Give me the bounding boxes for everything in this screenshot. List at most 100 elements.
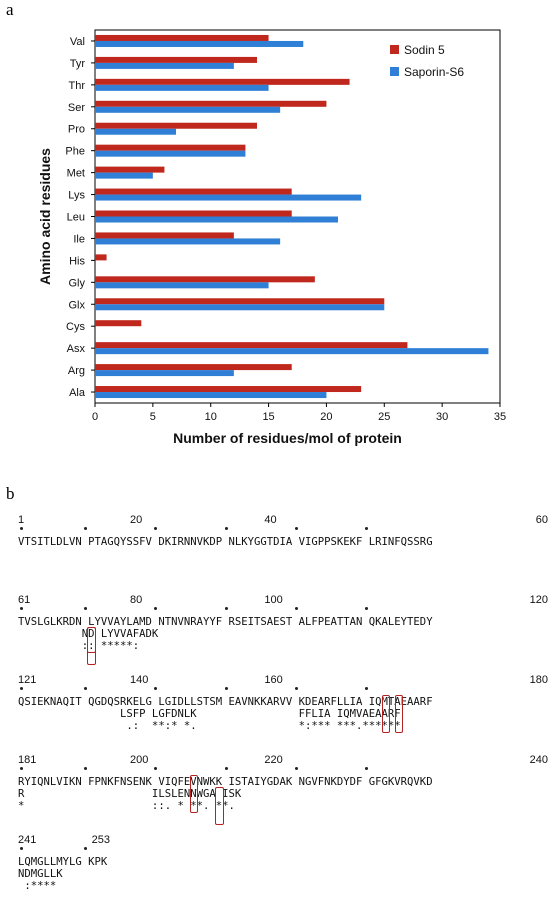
y-axis-title: Amino acid residues: [37, 148, 53, 285]
bar-sodin-5: [95, 144, 246, 151]
bar-saporin-s6: [95, 216, 338, 223]
sodin-sequence-line: RYIQNLVIKN FPNKFNSENK VIQFEVNWKK ISTAIYG…: [18, 776, 433, 788]
residue-number: 80: [130, 594, 143, 606]
bar-sodin-5: [95, 122, 257, 129]
sequence-block: 241 253 LQMGLLMYLG KPK NDMGLLK :****: [18, 834, 548, 892]
position-marker: [224, 767, 228, 770]
position-marker: [19, 767, 23, 770]
position-marker: [365, 687, 369, 690]
residue-number: 240: [529, 754, 548, 766]
bar-saporin-s6: [95, 370, 234, 377]
bar-sodin-5: [95, 166, 165, 173]
y-tick-label: Cys: [66, 321, 85, 333]
x-tick-label: 5: [150, 411, 156, 423]
position-marker: [224, 527, 228, 530]
position-marker: [83, 767, 87, 770]
residue-number: 40: [264, 514, 277, 526]
legend-swatch: [390, 45, 399, 54]
x-tick-label: 15: [262, 411, 274, 423]
sodin-sequence-line: TVSLGLKRDN LYVVAYLAMD NTNVNRAYYF RSEITSA…: [18, 616, 433, 628]
highlight-box: [189, 775, 199, 813]
residue-number: 140: [130, 674, 149, 686]
y-tick-label: His: [69, 255, 85, 267]
x-tick-label: 10: [205, 411, 217, 423]
legend-label: Saporin-S6: [404, 65, 464, 79]
highlight-box: [87, 627, 96, 653]
y-tick-label: Ile: [73, 233, 85, 245]
position-marker: [19, 527, 23, 530]
residue-number: 120: [529, 594, 548, 606]
y-tick-label: Phe: [65, 146, 85, 158]
residue-number: 200: [130, 754, 149, 766]
bar-saporin-s6: [95, 150, 246, 157]
sodin-sequence-line: LQMGLLMYLG KPK: [18, 856, 108, 868]
bar-saporin-s6: [95, 348, 489, 355]
y-tick-label: Ala: [69, 387, 86, 399]
conservation-line: :****: [18, 880, 57, 892]
bar-sodin-5: [95, 78, 350, 85]
position-marker: [294, 687, 298, 690]
bar-sodin-5: [95, 100, 327, 107]
y-tick-label: Gly: [69, 277, 86, 289]
bar-sodin-5: [95, 56, 257, 63]
y-tick-label: Leu: [67, 212, 85, 224]
x-axis-title: Number of residues/mol of protein: [173, 430, 402, 446]
y-tick-label: Met: [67, 168, 85, 180]
bar-saporin-s6: [95, 194, 362, 201]
position-marker: [83, 607, 87, 610]
residue-number: 180: [529, 674, 548, 686]
position-marker: [224, 607, 228, 610]
position-marker: [83, 847, 87, 850]
bar-saporin-s6: [95, 392, 327, 399]
residue-number: 60: [535, 514, 548, 526]
conservation-line: * ::. * **. **.: [18, 800, 235, 812]
bar-sodin-5: [95, 342, 408, 349]
conservation-line: :: *****:: [18, 640, 140, 652]
bar-saporin-s6: [95, 84, 269, 91]
bar-sodin-5: [95, 386, 362, 393]
bar-saporin-s6: [95, 172, 153, 179]
position-marker: [154, 607, 158, 610]
bar-saporin-s6: [95, 128, 176, 135]
residue-number: 61: [18, 594, 31, 606]
residue-number-row: 241 253: [18, 834, 548, 850]
position-marker: [294, 607, 298, 610]
sodin-sequence-line: QSIEKNAQIT QGDQSRKELG LGIDLLSTSM EAVNKKA…: [18, 696, 433, 708]
bar-saporin-s6: [95, 304, 385, 311]
bar-sodin-5: [95, 298, 385, 305]
bar-sodin-5: [95, 188, 292, 195]
x-tick-label: 35: [494, 411, 506, 423]
bar-saporin-s6: [95, 106, 281, 113]
residue-number: 1: [18, 514, 25, 526]
legend-label: Sodin 5: [404, 43, 445, 57]
residue-number: 160: [264, 674, 283, 686]
sequence-block: 61 80 100 120 TVSLGLKRDN LYVVAYLAMD NTNVNRAY…: [18, 594, 548, 674]
y-tick-label: Asx: [67, 343, 86, 355]
conservation-line: .: **:* *. *:*** ***.******: [18, 720, 401, 732]
residue-number: 220: [264, 754, 283, 766]
x-tick-label: 30: [436, 411, 448, 423]
residue-number: 241: [18, 834, 37, 846]
residue-number: 100: [264, 594, 283, 606]
position-marker: [154, 687, 158, 690]
bar-sodin-5: [95, 364, 292, 371]
position-marker: [19, 687, 23, 690]
bar-sodin-5: [95, 320, 142, 327]
bar-sodin-5: [95, 276, 315, 283]
bar-saporin-s6: [95, 282, 269, 289]
y-tick-label: Tyr: [70, 58, 86, 70]
residue-number: 20: [130, 514, 143, 526]
sequence-block: 181 200 220 240 RYIQNLVIKN FPNKFNSENK VIQFEV…: [18, 754, 548, 834]
y-tick-label: Arg: [68, 365, 85, 377]
legend-swatch: [390, 67, 399, 76]
y-tick-label: Glx: [69, 299, 86, 311]
bar-saporin-s6: [95, 238, 281, 245]
bar-saporin-s6: [95, 40, 304, 47]
sequence-block: 1 20 40 60 VTSITLDLVN PTAGQYSSFV DKIRNNVKDP …: [18, 514, 548, 594]
highlight-box: [215, 787, 224, 825]
highlight-box: [394, 695, 403, 733]
position-marker: [365, 767, 369, 770]
position-marker: [154, 767, 158, 770]
position-marker: [83, 527, 87, 530]
position-marker: [19, 607, 23, 610]
